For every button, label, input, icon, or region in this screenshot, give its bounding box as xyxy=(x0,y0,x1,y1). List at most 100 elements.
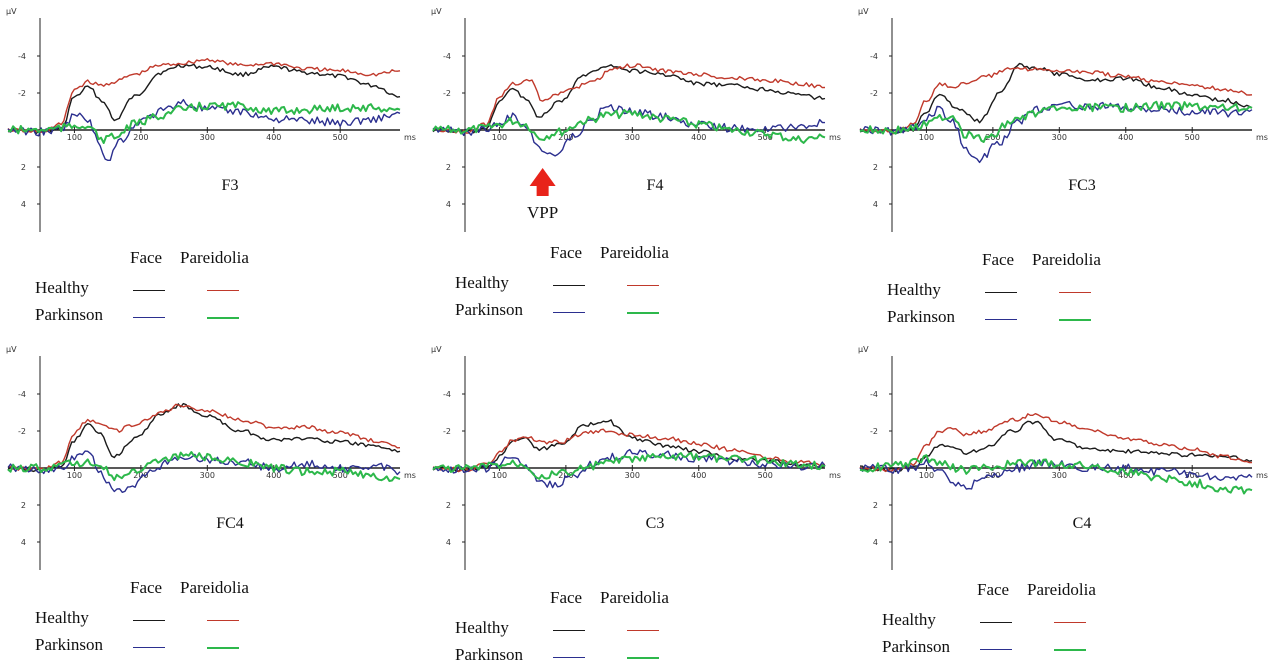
swatch-healthy-face xyxy=(133,290,165,291)
y-tick-label: -4 xyxy=(443,390,451,399)
erp-chart-fc4: µV -4 -2 2 4 100 200 300 400 500 ms FC4 xyxy=(6,345,416,570)
legend-col-face: Face xyxy=(550,243,583,262)
series-line-healthy-pareidolia xyxy=(7,58,401,134)
y-tick-label: -4 xyxy=(18,390,26,399)
y-tick-label: 4 xyxy=(21,538,26,547)
swatch-healthy-pareidolia xyxy=(1059,292,1091,293)
y-tick-label: 2 xyxy=(873,163,878,172)
x-tick-label: 300 xyxy=(200,133,215,142)
y-tick-label: 2 xyxy=(873,501,878,510)
series-line-healthy-pareidolia xyxy=(432,63,826,135)
series-line-healthy-face xyxy=(859,420,1253,473)
series-line-healthy-pareidolia xyxy=(859,412,1253,473)
series-line-healthy-face xyxy=(7,402,401,473)
legend-row-healthy: Healthy xyxy=(887,280,941,299)
swatch-healthy-face xyxy=(985,292,1017,293)
x-tick-label: 300 xyxy=(625,471,640,480)
legend-row-healthy: Healthy xyxy=(455,618,509,637)
legend-row-parkinson: Parkinson xyxy=(35,635,103,654)
x-tick-label: 100 xyxy=(67,471,82,480)
x-tick-label: 400 xyxy=(1118,471,1133,480)
x-tick-label: 100 xyxy=(492,133,507,142)
legend-col-face: Face xyxy=(977,580,1010,599)
y-tick-label: 4 xyxy=(446,200,451,209)
series-line-healthy-pareidolia xyxy=(859,66,1253,135)
series-line-healthy-face xyxy=(7,63,401,135)
erp-chart-fc3: µV -4 -2 2 4 100 200 300 400 500 ms FC3 xyxy=(858,7,1268,232)
y-tick-label: -4 xyxy=(870,390,878,399)
legend-row-parkinson: Parkinson xyxy=(887,307,955,326)
x-tick-label: 100 xyxy=(492,471,507,480)
y-tick-label: 4 xyxy=(446,538,451,547)
y-tick-label: 4 xyxy=(873,538,878,547)
legend-col-pareidolia: Pareidolia xyxy=(180,578,249,597)
swatch-parkinson-pareidolia xyxy=(207,317,239,319)
swatch-healthy-pareidolia xyxy=(207,290,239,291)
swatch-healthy-pareidolia xyxy=(627,285,659,286)
y-unit-label: µV xyxy=(431,345,442,354)
legend-row-healthy: Healthy xyxy=(35,608,89,627)
x-tick-label: 500 xyxy=(758,133,773,142)
series-line-parkinson-pareidolia xyxy=(859,454,1253,495)
x-tick-label: 400 xyxy=(1118,133,1133,142)
x-unit-label: ms xyxy=(829,471,841,480)
swatch-healthy-pareidolia xyxy=(627,630,659,631)
electrode-label: C3 xyxy=(646,515,665,532)
series-line-healthy-pareidolia xyxy=(432,428,826,473)
swatch-healthy-pareidolia xyxy=(1054,622,1086,623)
x-tick-label: 100 xyxy=(919,471,934,480)
legend-row-healthy: Healthy xyxy=(35,278,89,297)
legend-f4: Face Pareidolia Healthy Parkinson xyxy=(450,243,730,323)
swatch-parkinson-face xyxy=(553,312,585,313)
x-tick-label: 200 xyxy=(985,133,1000,142)
y-tick-label: -2 xyxy=(870,427,878,436)
vpp-arrow-icon xyxy=(529,168,556,196)
x-tick-label: 100 xyxy=(919,133,934,142)
y-tick-label: -2 xyxy=(870,89,878,98)
swatch-parkinson-pareidolia xyxy=(627,657,659,659)
y-tick-label: -2 xyxy=(18,427,26,436)
legend-fc4: Face Pareidolia Healthy Parkinson xyxy=(30,578,310,658)
erp-panel-f3: µV -4 -2 2 4 100 200 300 400 500 ms F3 Face Pareidol… xyxy=(0,0,420,331)
y-tick-label: -4 xyxy=(443,52,451,61)
legend-col-face: Face xyxy=(550,588,583,607)
erp-panel-fc4: µV -4 -2 2 4 100 200 300 400 500 ms FC4 Face Pareido… xyxy=(0,338,420,669)
erp-chart-c3: µV -4 -2 2 4 100 200 300 400 500 ms C3 xyxy=(431,345,841,570)
legend-col-pareidolia: Pareidolia xyxy=(600,588,669,607)
erp-panel-fc3: µV -4 -2 2 4 100 200 300 400 500 ms FC3 Face Pareido… xyxy=(852,0,1272,331)
erp-panel-c4: µV -4 -2 2 4 100 200 300 400 500 ms C4 Face Pareidol… xyxy=(852,338,1272,669)
legend-row-parkinson: Parkinson xyxy=(455,300,523,319)
electrode-label: C4 xyxy=(1073,515,1092,532)
series-line-parkinson-face xyxy=(859,100,1253,164)
vpp-label: VPP xyxy=(527,203,558,222)
legend-col-pareidolia: Pareidolia xyxy=(1027,580,1096,599)
legend-fc3: Face Pareidolia Healthy Parkinson xyxy=(882,250,1162,330)
erp-panel-f4: µV -4 -2 2 4 100 200 300 400 500 ms F4 VPP Face Parei… xyxy=(425,0,845,331)
legend-row-parkinson: Parkinson xyxy=(35,305,103,324)
series-line-healthy-face xyxy=(432,64,826,134)
swatch-healthy-pareidolia xyxy=(207,620,239,621)
x-tick-label: 200 xyxy=(133,133,148,142)
swatch-parkinson-pareidolia xyxy=(207,647,239,649)
y-tick-label: 2 xyxy=(446,163,451,172)
x-tick-label: 300 xyxy=(200,471,215,480)
x-tick-label: 500 xyxy=(1185,133,1200,142)
x-tick-label: 200 xyxy=(558,471,573,480)
x-unit-label: ms xyxy=(1256,133,1268,142)
x-tick-label: 400 xyxy=(691,471,706,480)
swatch-parkinson-face xyxy=(133,317,165,318)
x-tick-label: 300 xyxy=(625,133,640,142)
legend-col-face: Face xyxy=(130,578,163,597)
series-line-healthy-pareidolia xyxy=(7,403,401,472)
swatch-parkinson-face xyxy=(133,647,165,648)
swatch-parkinson-face xyxy=(985,319,1017,320)
x-unit-label: ms xyxy=(1256,471,1268,480)
y-tick-label: -2 xyxy=(443,427,451,436)
y-unit-label: µV xyxy=(431,7,442,16)
legend-col-face: Face xyxy=(130,248,163,267)
electrode-label: FC3 xyxy=(1068,177,1096,194)
erp-chart-f3: µV -4 -2 2 4 100 200 300 400 500 ms F3 xyxy=(6,7,416,232)
series-line-healthy-face xyxy=(859,62,1253,135)
x-tick-label: 300 xyxy=(1052,471,1067,480)
electrode-label: F4 xyxy=(647,177,664,194)
